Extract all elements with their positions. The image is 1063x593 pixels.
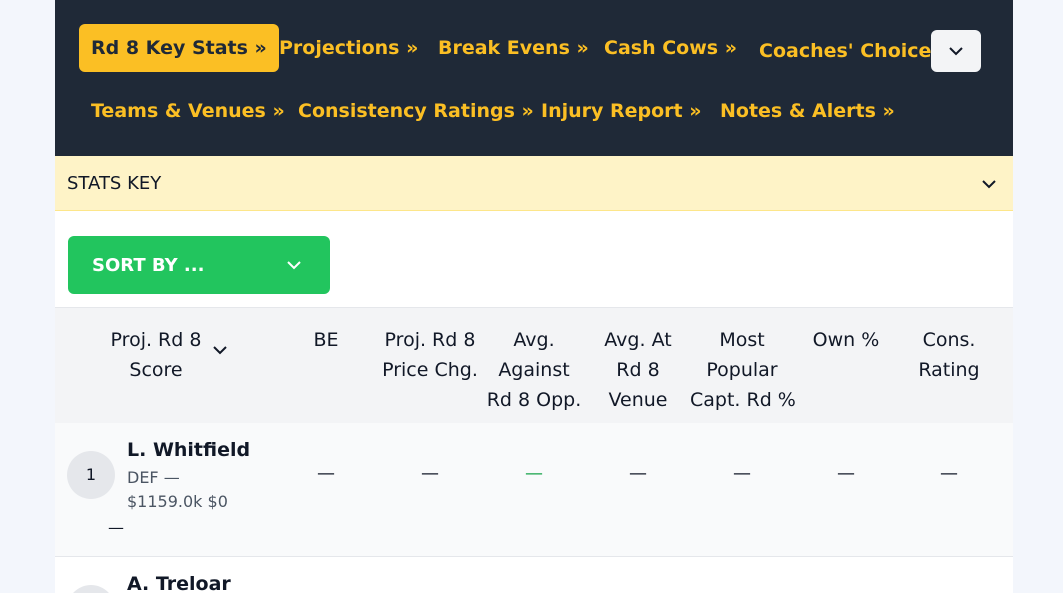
stat-cell: —: [837, 463, 855, 484]
table-row: 1 L. Whitfield DEF — $1159.0k $0— — — — — — — —: [55, 423, 1013, 557]
header-line: Score: [129, 359, 183, 381]
header-line: BE: [313, 329, 339, 351]
chevron: [982, 180, 996, 189]
container: Rd 8 Key Stats » Projections » Break Eve…: [55, 0, 1013, 593]
stat-cell: —: [940, 463, 958, 484]
stat-cell: —: [629, 463, 647, 484]
tab[interactable]: Injury Report »: [541, 100, 702, 122]
header-line: Proj. Rd 8: [384, 329, 476, 351]
rank-badge: 1: [67, 451, 115, 499]
header-line: Popular: [706, 359, 778, 381]
header-line: Rating: [918, 359, 980, 381]
stat-cell: —: [317, 463, 335, 484]
column-header[interactable]: Proj. Rd 8 Score: [104, 325, 208, 385]
stat-cell: —: [733, 463, 751, 484]
header-line: Avg.: [513, 329, 555, 351]
stats-key-label: STATS KEY: [67, 173, 162, 194]
stats-key[interactable]: STATS KEY: [55, 156, 1013, 211]
header-line: Own %: [812, 329, 880, 351]
column-header[interactable]: BE: [274, 325, 378, 355]
stat-cell: —: [525, 463, 543, 484]
column-header[interactable]: Most Popular Capt. Rd %: [690, 325, 796, 415]
table-header: Proj. Rd 8 Score BE Proj. Rd 8 Price Chg. Avg…: [55, 307, 1013, 424]
sort-indicator: [213, 346, 227, 355]
header-line: Rd 8 Opp.: [486, 389, 582, 411]
tab[interactable]: Notes & Alerts »: [720, 100, 895, 122]
header-line: Proj. Rd 8: [110, 329, 202, 351]
sort-label: SORT BY ...: [92, 255, 205, 276]
chevron: [949, 47, 963, 56]
tab[interactable]: Teams & Venues »: [91, 100, 285, 122]
header-line: Most: [719, 329, 765, 351]
tab[interactable]: Break Evens »: [438, 37, 589, 59]
column-header[interactable]: Cons. Rating: [897, 325, 1001, 385]
tab[interactable]: Cash Cows »: [604, 37, 737, 59]
table-row: A. Treloar: [55, 557, 1013, 593]
header-line: Against: [498, 359, 570, 381]
header-line: Venue: [608, 389, 668, 411]
header-line: Cons.: [922, 329, 976, 351]
tab[interactable]: Projections »: [279, 37, 419, 59]
column-header[interactable]: Avg. Against Rd 8 Opp.: [482, 325, 586, 415]
column-header[interactable]: Own %: [794, 325, 898, 355]
tab[interactable]: Rd 8 Key Stats »: [79, 24, 279, 72]
chevron: [287, 261, 301, 270]
rank-badge: [67, 585, 115, 593]
header-line: Price Chg.: [382, 359, 478, 381]
nav: Rd 8 Key Stats » Projections » Break Eve…: [55, 0, 1013, 156]
more-button[interactable]: [931, 30, 981, 72]
stat-cell: —: [421, 463, 439, 484]
column-header[interactable]: Avg. At Rd 8 Venue: [586, 325, 690, 415]
header-line: Avg. At: [604, 329, 672, 351]
header-line: Rd 8: [616, 359, 660, 381]
player-name: A. Treloar: [127, 573, 231, 593]
tab[interactable]: Coaches' Choice: [759, 40, 932, 62]
column-header[interactable]: Proj. Rd 8 Price Chg.: [378, 325, 482, 385]
player-extra: —: [108, 518, 124, 537]
player-position: DEF —: [127, 468, 180, 487]
tab[interactable]: Consistency Ratings »: [298, 100, 534, 122]
player-name: L. Whitfield: [127, 439, 251, 461]
header-line: Capt. Rd %: [690, 389, 796, 411]
sort-button[interactable]: SORT BY ...: [68, 236, 330, 294]
player-price: $1159.0k $0: [127, 492, 228, 511]
